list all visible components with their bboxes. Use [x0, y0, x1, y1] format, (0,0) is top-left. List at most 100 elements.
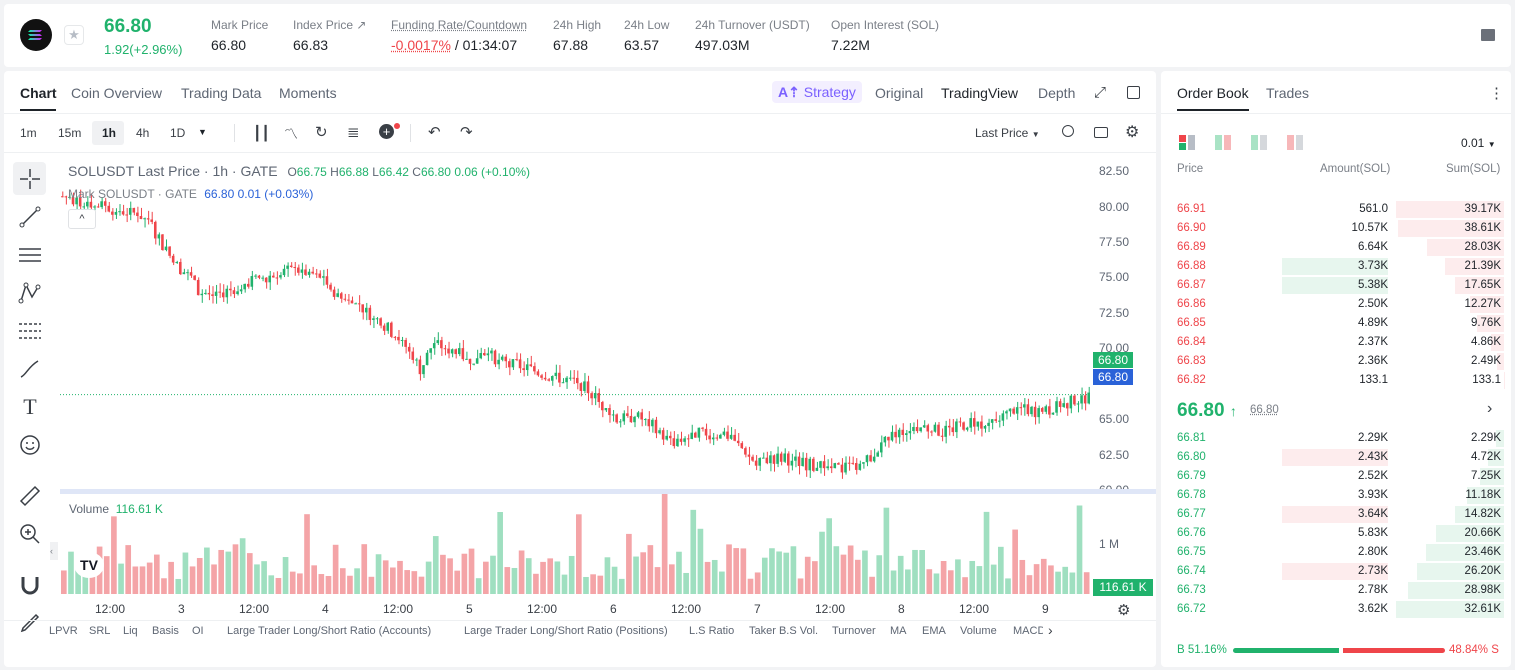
- ask-row[interactable]: 66.83 2.36K 2.49K: [1168, 352, 1504, 371]
- brush-icon[interactable]: [18, 357, 42, 381]
- camera-icon[interactable]: [1094, 127, 1108, 138]
- tab-order-book[interactable]: Order Book: [1177, 85, 1249, 101]
- tab-coin-overview[interactable]: Coin Overview: [71, 85, 163, 101]
- templates-icon[interactable]: ≣: [347, 124, 360, 141]
- view-asks-icon[interactable]: [1287, 135, 1303, 150]
- indicator-srl[interactable]: SRL: [89, 625, 111, 637]
- stat-index-price[interactable]: Index Price ↗ 66.83: [293, 18, 367, 53]
- indicator-liq[interactable]: Liq: [123, 625, 138, 637]
- ask-row[interactable]: 66.87 5.38K 17.65K: [1168, 276, 1504, 295]
- bid-row[interactable]: 66.81 2.29K 2.29K: [1168, 429, 1504, 448]
- y-axis-label: 80.00: [1099, 199, 1130, 214]
- tab-tradingview[interactable]: TradingView: [941, 85, 1019, 101]
- ask-row[interactable]: 66.88 3.73K 21.39K: [1168, 257, 1504, 276]
- ruler-icon[interactable]: [18, 484, 42, 508]
- ask-row[interactable]: 66.82 133.1 133.1: [1168, 371, 1504, 390]
- settings-icon[interactable]: ⚙: [1125, 124, 1140, 141]
- ask-row[interactable]: 66.90 10.57K 38.61K: [1168, 219, 1504, 238]
- view-split-icon[interactable]: [1215, 135, 1231, 150]
- bid-row[interactable]: 66.75 2.80K 23.46K: [1168, 543, 1504, 562]
- indicator-ema[interactable]: EMA: [922, 625, 946, 637]
- bid-row[interactable]: 66.77 3.64K 14.82K: [1168, 505, 1504, 524]
- crosshair-icon[interactable]: [18, 167, 42, 191]
- timeframe-1d[interactable]: 1D: [170, 126, 186, 140]
- collapse-legend-button[interactable]: ^: [68, 209, 96, 229]
- book-icon[interactable]: [1481, 29, 1495, 41]
- zoom-in-icon[interactable]: [18, 522, 42, 546]
- collapse-sidebar-icon[interactable]: ‹: [50, 542, 58, 560]
- timeframe-1m[interactable]: 1m: [20, 126, 37, 140]
- fibonacci-icon[interactable]: [18, 319, 42, 343]
- timeframe-1h[interactable]: 1h: [102, 126, 117, 140]
- candle: [783, 453, 787, 462]
- bid-row[interactable]: 66.79 2.52K 7.25K: [1168, 467, 1504, 486]
- bid-row[interactable]: 66.73 2.78K 28.98K: [1168, 581, 1504, 600]
- candle: [683, 438, 686, 442]
- expand-icon[interactable]: ⤢: [1094, 84, 1107, 101]
- view-both-icon[interactable]: [1179, 135, 1195, 150]
- ask-row[interactable]: 66.84 2.37K 4.86K: [1168, 333, 1504, 352]
- price-type-select[interactable]: Last Price ▼: [975, 126, 1040, 140]
- bid-row[interactable]: 66.80 2.43K 4.72K: [1168, 448, 1504, 467]
- indicator-turnover[interactable]: Turnover: [832, 625, 876, 637]
- tab-chart[interactable]: Chart: [20, 85, 57, 101]
- indicator-ma[interactable]: MA: [890, 625, 907, 637]
- tab-trading-data[interactable]: Trading Data: [181, 85, 262, 101]
- ask-row[interactable]: 66.89 6.64K 28.03K: [1168, 238, 1504, 257]
- undo-icon[interactable]: ↶: [428, 124, 441, 141]
- timeframe-dropdown-icon[interactable]: ▼: [198, 127, 207, 137]
- favorite-star-icon[interactable]: ★: [64, 25, 84, 45]
- ask-row[interactable]: 66.85 4.89K 9.76K: [1168, 314, 1504, 333]
- timeframe-4h[interactable]: 4h: [136, 126, 150, 140]
- volume-bar: [697, 528, 704, 594]
- window-icon[interactable]: [1127, 86, 1140, 99]
- stat-mark-price: Mark Price 66.80: [211, 18, 269, 53]
- strategy-button[interactable]: A⇡ Strategy: [772, 81, 862, 103]
- search-icon[interactable]: [1062, 125, 1074, 137]
- indicator-basis[interactable]: Basis: [152, 625, 179, 637]
- timeframe-15m[interactable]: 15m: [58, 126, 82, 140]
- candle-type-icon[interactable]: ┃┃: [253, 125, 270, 141]
- indicator-macd[interactable]: MACD: [1013, 625, 1043, 637]
- indicator-lpvr[interactable]: LPVR: [49, 625, 78, 637]
- ask-row[interactable]: 66.86 2.50K 12.27K: [1168, 295, 1504, 314]
- indicators-icon[interactable]: 〽: [284, 126, 298, 142]
- candle: [343, 298, 347, 300]
- text-tool-icon[interactable]: T: [23, 394, 37, 419]
- more-menu-icon[interactable]: ⋮: [1489, 85, 1504, 102]
- indicator-volume[interactable]: Volume: [960, 625, 997, 637]
- pattern-icon[interactable]: [18, 281, 42, 305]
- tab-original[interactable]: Original: [875, 85, 924, 101]
- ask-row[interactable]: 66.91 561.0 39.17K: [1168, 200, 1504, 219]
- indicators-more-icon[interactable]: ›: [1048, 622, 1053, 638]
- chevron-right-icon[interactable]: ›: [1487, 400, 1493, 417]
- indicator-l-s-ratio[interactable]: L.S Ratio: [689, 625, 735, 637]
- indicator-large-trader-long-short-ratio-positions-[interactable]: Large Trader Long/Short Ratio (Positions…: [464, 625, 668, 637]
- indicator-taker-b-s-vol-[interactable]: Taker B.S Vol.: [749, 625, 819, 637]
- tab-trades[interactable]: Trades: [1266, 85, 1310, 101]
- price-chart[interactable]: [60, 158, 1156, 604]
- precision-select[interactable]: 0.01 ▼: [1461, 136, 1496, 150]
- axis-settings-icon[interactable]: ⚙: [1117, 602, 1131, 619]
- candle: [372, 318, 375, 320]
- tab-depth[interactable]: Depth: [1038, 85, 1076, 101]
- tab-moments[interactable]: Moments: [279, 85, 337, 101]
- volume-bar: [382, 560, 389, 594]
- replay-icon[interactable]: ↻: [315, 124, 328, 141]
- view-bids-icon[interactable]: [1251, 135, 1267, 150]
- indicator-oi[interactable]: OI: [192, 625, 204, 637]
- bid-row[interactable]: 66.72 3.62K 32.61K: [1168, 600, 1504, 619]
- candle: [1073, 395, 1076, 405]
- bid-row[interactable]: 66.76 5.83K 20.66K: [1168, 524, 1504, 543]
- pencil-icon[interactable]: [18, 611, 42, 635]
- trendline-icon[interactable]: [18, 205, 42, 229]
- redo-icon[interactable]: ↷: [460, 124, 473, 141]
- magnet-icon[interactable]: [18, 573, 42, 597]
- bid-row[interactable]: 66.78 3.93K 11.18K: [1168, 486, 1504, 505]
- bid-row[interactable]: 66.74 2.73K 26.20K: [1168, 562, 1504, 581]
- emoji-icon[interactable]: [18, 433, 42, 457]
- volume-bar: [311, 565, 317, 594]
- indicator-large-trader-long-short-ratio-accounts-[interactable]: Large Trader Long/Short Ratio (Accounts): [227, 625, 432, 637]
- add-icon[interactable]: +: [379, 124, 394, 139]
- horizontal-lines-icon[interactable]: [18, 243, 42, 267]
